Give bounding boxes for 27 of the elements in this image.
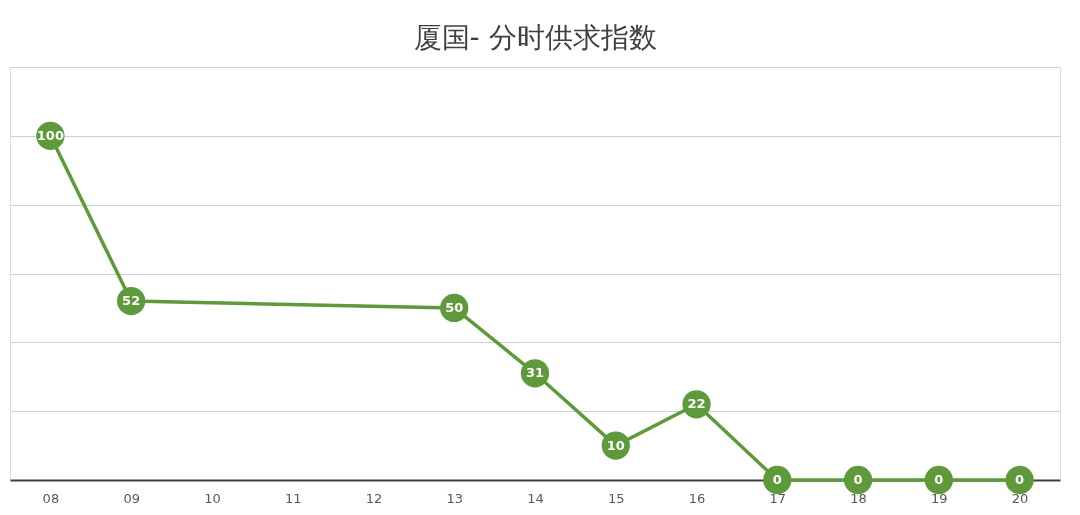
x-tick-label: 20 [1011, 490, 1029, 506]
point [843, 465, 873, 495]
data-label: 31 [525, 365, 545, 381]
data-label: 0 [1015, 472, 1025, 487]
data-label: 10 [606, 437, 625, 453]
point [763, 465, 792, 495]
x-tick-label: 08 [42, 490, 60, 506]
data-label: 52 [122, 293, 141, 309]
data-label: 22 [687, 396, 706, 412]
x-tick-label: 12 [365, 490, 383, 506]
x-tick-label: 16 [688, 490, 706, 506]
data-label: 50 [445, 299, 464, 315]
x-tick-label: 17 [769, 490, 787, 506]
x-tick-label: 10 [204, 490, 221, 506]
chart-title: 厦国- 分时供求指数 [413, 21, 657, 54]
data-label: 0 [772, 472, 782, 487]
x-tick-label: 11 [284, 490, 302, 506]
x-tick-label: 18 [850, 490, 867, 506]
data-label: 0 [934, 472, 944, 487]
x-tick-label: 15 [608, 490, 625, 506]
point [924, 465, 953, 495]
x-tick-label: 13 [446, 490, 463, 506]
x-tick-label: 19 [931, 490, 948, 506]
x-tick-label: 09 [123, 490, 140, 506]
data-label: 0 [853, 472, 863, 487]
data-label: 100 [36, 127, 64, 143]
x-tick-label: 14 [527, 490, 544, 506]
